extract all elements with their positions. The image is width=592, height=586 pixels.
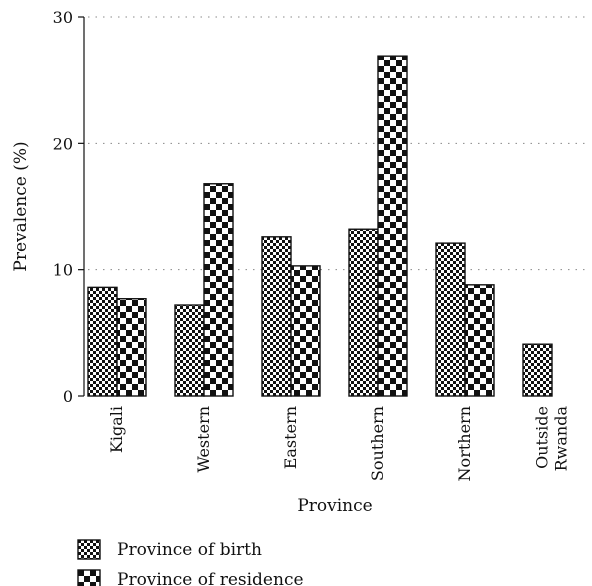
legend-label: Province of birth	[117, 540, 262, 560]
bar-residence	[464, 284, 495, 397]
bars	[87, 55, 553, 397]
bar-residence	[290, 265, 321, 397]
bar-residence	[116, 298, 147, 397]
bar-residence	[203, 183, 234, 397]
category-label: Southern	[368, 406, 387, 481]
category-label: Western	[194, 406, 213, 473]
category-label: Rwanda	[552, 406, 571, 472]
y-tick-label: 20	[53, 134, 73, 153]
y-tick-label: 0	[63, 387, 73, 406]
gridlines	[88, 16, 585, 271]
bar-birth	[522, 343, 553, 397]
y-tick-label: 10	[53, 261, 73, 280]
bar-residence	[377, 55, 408, 397]
y-axis-title: Prevalence (%)	[11, 141, 31, 271]
category-label: Northern	[455, 406, 474, 481]
bar-birth	[261, 236, 292, 397]
category-label: Eastern	[281, 406, 300, 469]
legend-swatch-residence	[77, 569, 101, 586]
labels: 0 10 20 30 Kigali Western Eastern Southern North…	[11, 8, 571, 516]
legend-label: Province of residence	[117, 570, 304, 586]
y-tick-label: 30	[53, 8, 73, 27]
category-label: Outside	[533, 406, 552, 469]
x-axis-title: Province	[297, 496, 372, 516]
bar-birth	[348, 228, 379, 397]
bar-birth	[435, 242, 466, 397]
bar-birth	[87, 286, 118, 397]
legend-swatch-birth	[77, 539, 101, 560]
axes	[78, 16, 85, 397]
legend: Province of birth Province of residence	[77, 539, 304, 586]
category-label: Kigali	[107, 406, 126, 453]
bar-birth	[174, 304, 205, 397]
